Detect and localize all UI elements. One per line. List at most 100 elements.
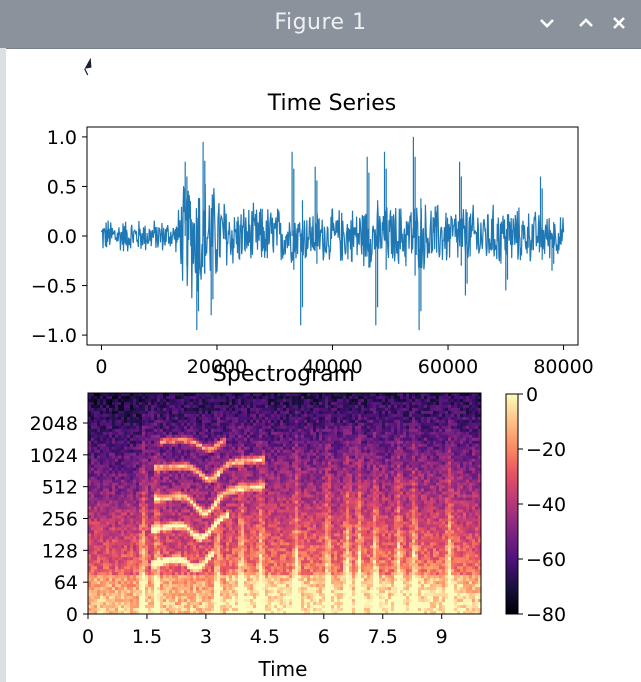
spectrogram-cell	[436, 491, 440, 495]
spectrogram-cell	[124, 464, 128, 469]
spectrogram-cell	[169, 419, 173, 424]
spectrogram-cell	[310, 395, 314, 400]
spectrogram-cell	[160, 404, 164, 409]
spectrogram-cell	[388, 488, 392, 492]
spectrogram-cell	[328, 437, 332, 442]
spectrogram-cell	[277, 503, 281, 507]
spectrogram-cell	[424, 398, 428, 403]
spectrogram-cell	[376, 491, 380, 495]
spectrogram-cell	[244, 404, 248, 409]
spectrogram-cell	[370, 503, 374, 507]
spectrogram-cell	[448, 416, 452, 421]
spectrogram-cell	[130, 449, 134, 454]
spectrogram-cell	[301, 395, 305, 400]
spectrogram-cell	[337, 503, 341, 507]
spectrogram-cell	[358, 488, 362, 492]
spectrogram-cell	[145, 434, 149, 439]
spectrogram-cell	[229, 434, 233, 439]
spectrogram-cell	[343, 461, 347, 466]
spectrogram-cell	[277, 482, 281, 486]
spectrogram-cell	[127, 452, 131, 457]
spectrogram-cell	[328, 464, 332, 469]
spectrogram-cell	[337, 434, 341, 439]
spectrogram-cell	[400, 455, 404, 460]
spectrogram-cell	[112, 467, 116, 472]
spectrogram-cell	[196, 449, 200, 454]
spectrogram-cell	[355, 482, 359, 486]
spectrogram-cell	[241, 407, 245, 412]
spectrogram-cell	[109, 467, 113, 472]
spectrogram-cell	[223, 491, 227, 495]
spectrogram-cell	[232, 467, 236, 472]
spectrogram-cell	[241, 434, 245, 439]
close-button[interactable]	[607, 10, 631, 36]
spectrogram-cell	[160, 413, 164, 418]
spectrogram-cell	[436, 407, 440, 412]
spectrogram-cell	[334, 443, 338, 448]
title-bar[interactable]: Figure 1	[0, 0, 641, 49]
spectrogram-cell	[457, 443, 461, 448]
spectrogram-cell	[103, 449, 107, 454]
spectrogram-cell	[376, 470, 380, 475]
spectrogram-cell	[325, 425, 329, 430]
spectrogram-cell	[112, 452, 116, 457]
spectrogram-cell	[262, 434, 266, 439]
spectrogram-cell	[172, 488, 176, 492]
spectrogram-cell	[370, 488, 374, 492]
spectrogram-cell	[343, 404, 347, 409]
spectrogram-cell	[394, 413, 398, 418]
spectrogram-cell	[163, 482, 167, 486]
spectrogram-cell	[253, 488, 257, 492]
spectrogram-cell	[121, 425, 125, 430]
spectrogram-cell	[154, 398, 158, 403]
minimize-button[interactable]	[535, 10, 559, 36]
spectrogram-cell	[277, 422, 281, 427]
spectrogram-cell	[382, 497, 386, 501]
spectrogram-cell	[430, 455, 434, 460]
spectrogram-cell	[199, 476, 203, 481]
spectrogram-cell	[439, 500, 443, 504]
spectrogram-cell	[136, 437, 140, 442]
spectrogram-cell	[367, 413, 371, 418]
spectrogram-cell	[322, 461, 326, 466]
spectrogram-cell	[136, 407, 140, 412]
spectrogram-cell	[463, 410, 467, 415]
spectrogram-cell	[478, 393, 482, 397]
spectrogram-cell	[109, 393, 113, 397]
spectrogram-cell	[118, 494, 122, 498]
spectrogram-cell	[352, 395, 356, 400]
spectrogram-cell	[196, 431, 200, 436]
spectrogram-cell	[184, 452, 188, 457]
spectrogram-cell	[181, 419, 185, 424]
spectrogram-cell	[121, 434, 125, 439]
spectrogram-cell	[460, 393, 464, 397]
spectrogram-cell	[208, 395, 212, 400]
spectrogram-cell	[472, 401, 476, 406]
spectrogram-cell	[118, 407, 122, 412]
spectrogram-cell	[322, 500, 326, 504]
spectrogram-cell	[157, 404, 161, 409]
spectrogram-cell	[91, 470, 95, 475]
spectrogram-cell	[286, 437, 290, 442]
spectrogram-cell	[241, 416, 245, 421]
spectrogram-cell	[415, 461, 419, 466]
spectrogram-cell	[154, 434, 158, 439]
spectrogram-cell	[301, 491, 305, 495]
spectrogram-cell	[259, 503, 263, 507]
spectrogram-cell	[223, 395, 227, 400]
spectrogram-cell	[418, 419, 422, 424]
spectrogram-cell	[196, 407, 200, 412]
spectrogram-cell	[151, 494, 155, 498]
spectrogram-cell	[295, 467, 299, 472]
spectrogram-cell	[232, 422, 236, 427]
maximize-button[interactable]	[574, 10, 598, 36]
spectrogram-cell	[460, 446, 464, 451]
spectrogram-cell	[316, 479, 320, 483]
spectrogram-cell	[115, 488, 119, 492]
spectrogram-cell	[334, 488, 338, 492]
spectrogram-cell	[103, 461, 107, 466]
spectrogram-cell	[286, 467, 290, 472]
spectrogram-cell	[100, 497, 104, 501]
spectrogram-cell	[241, 467, 245, 472]
spectrogram-cell	[346, 393, 350, 397]
